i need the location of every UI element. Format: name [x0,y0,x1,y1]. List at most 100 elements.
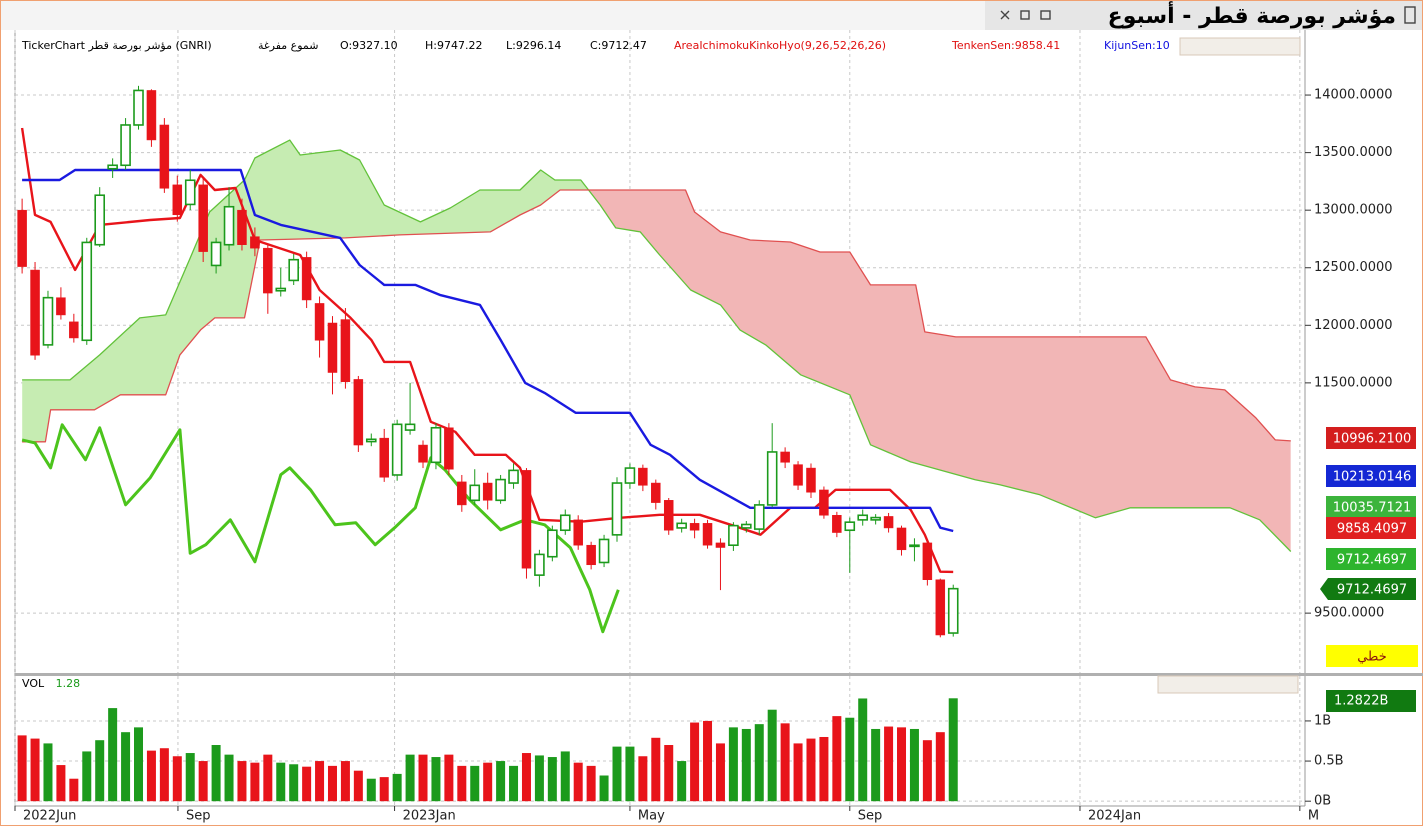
price-badge-label: خطي [1357,650,1387,665]
candle-body [146,90,157,141]
candle-body [198,184,208,252]
volume-bar [780,723,790,802]
volume-bar [651,737,661,802]
volume-bar [534,755,544,802]
candle-body [598,538,610,564]
candle-body [30,269,40,356]
volume-bar [819,736,829,802]
volume-bar [250,762,260,802]
price-badge [1326,465,1416,487]
candle-body [611,482,623,536]
candle-body [327,322,338,373]
volume-bar [366,778,376,802]
volume-bar [379,777,389,802]
volume-bar [690,722,700,802]
candle-body [184,179,196,206]
candle-body [482,482,493,501]
candle-body [947,587,959,634]
restore-button[interactable] [1020,10,1030,20]
volume-bar [677,761,687,802]
candle-body [638,467,648,486]
candle-body [107,164,118,170]
candle-body [275,287,287,292]
candle-body [69,321,79,339]
volume-bar [754,724,764,802]
volume-bar [470,765,480,802]
candle-body [741,523,752,529]
candle-body [766,451,778,506]
candle-body [870,516,881,521]
candle-body [844,521,856,532]
candle-body [935,579,946,636]
info-text: C:9712.47 [590,39,647,52]
candle-body [42,296,54,346]
window-buttons[interactable] [1000,6,1416,24]
indicator-line [22,168,954,533]
candle-body [469,484,481,502]
volume-bar [159,748,169,802]
volume-bar [444,754,454,802]
volume-bar [884,726,894,802]
volume-badge [1326,690,1416,712]
info-line: TickerChart مؤشر بورصة قطر (GNRI) شموع م… [21,39,1170,52]
candle-body [353,379,364,446]
y-tick-label: 13500.0000 [1314,145,1393,160]
candle-body [753,504,765,530]
volume-bar [56,765,66,802]
detach-button[interactable] [1040,10,1051,20]
candle-body [17,209,27,267]
info-text: TickerChart مؤشر بورصة قطر (GNRI) [21,39,212,52]
y-tick-label: 0.5B [1314,754,1344,769]
candle-body [780,451,790,463]
candle-body [223,205,235,246]
volume-bar [431,757,441,802]
candle-body [806,467,816,493]
candle-body [365,438,377,443]
candle-body [624,467,636,484]
volume-bar [560,751,570,802]
price-badge [1326,548,1416,570]
info-text: KijunSen:10 [1104,39,1170,52]
volume-bar [625,746,635,802]
volume-bar [134,727,144,802]
candle-body [418,444,428,463]
candle-body [314,303,325,341]
candle-body [586,544,596,566]
volume-bar [146,750,156,802]
volume-toolbar[interactable] [1157,675,1299,694]
candle-body [689,523,700,531]
volume-bar [728,727,738,802]
candle-body [883,516,894,529]
volume-bar [547,757,557,802]
y-tick-label: 14000.0000 [1314,88,1393,103]
candle-body [250,236,260,249]
candle-body [133,89,144,126]
candle-body [120,124,131,167]
candle-body [909,544,920,548]
candle-body [676,522,687,529]
menu-button[interactable] [1404,6,1416,24]
volume-bar [793,743,803,802]
volume-bar [715,743,725,802]
volume-bar [935,732,945,802]
candle-body [728,524,739,547]
volume-badge-label: 1.2822B [1334,694,1388,709]
x-tick-label: Sep [858,809,883,824]
volume-bar [237,761,247,802]
panel-toolbar[interactable] [1179,37,1301,56]
volume-bar [392,773,402,802]
volume-bar [509,765,519,802]
volume-bar [703,720,713,802]
candle-body [508,469,519,484]
candle-body [793,464,803,486]
candle-body [404,423,416,431]
volume-bar [224,754,234,802]
candle-body [301,257,312,301]
volume-bar [845,717,855,802]
y-tick-label: 13000.0000 [1314,203,1393,218]
volume-bar [108,708,118,802]
volume-bar [405,754,415,802]
volume-bar [302,766,312,802]
volume-bar [276,762,286,802]
close-button[interactable] [1000,10,1010,20]
